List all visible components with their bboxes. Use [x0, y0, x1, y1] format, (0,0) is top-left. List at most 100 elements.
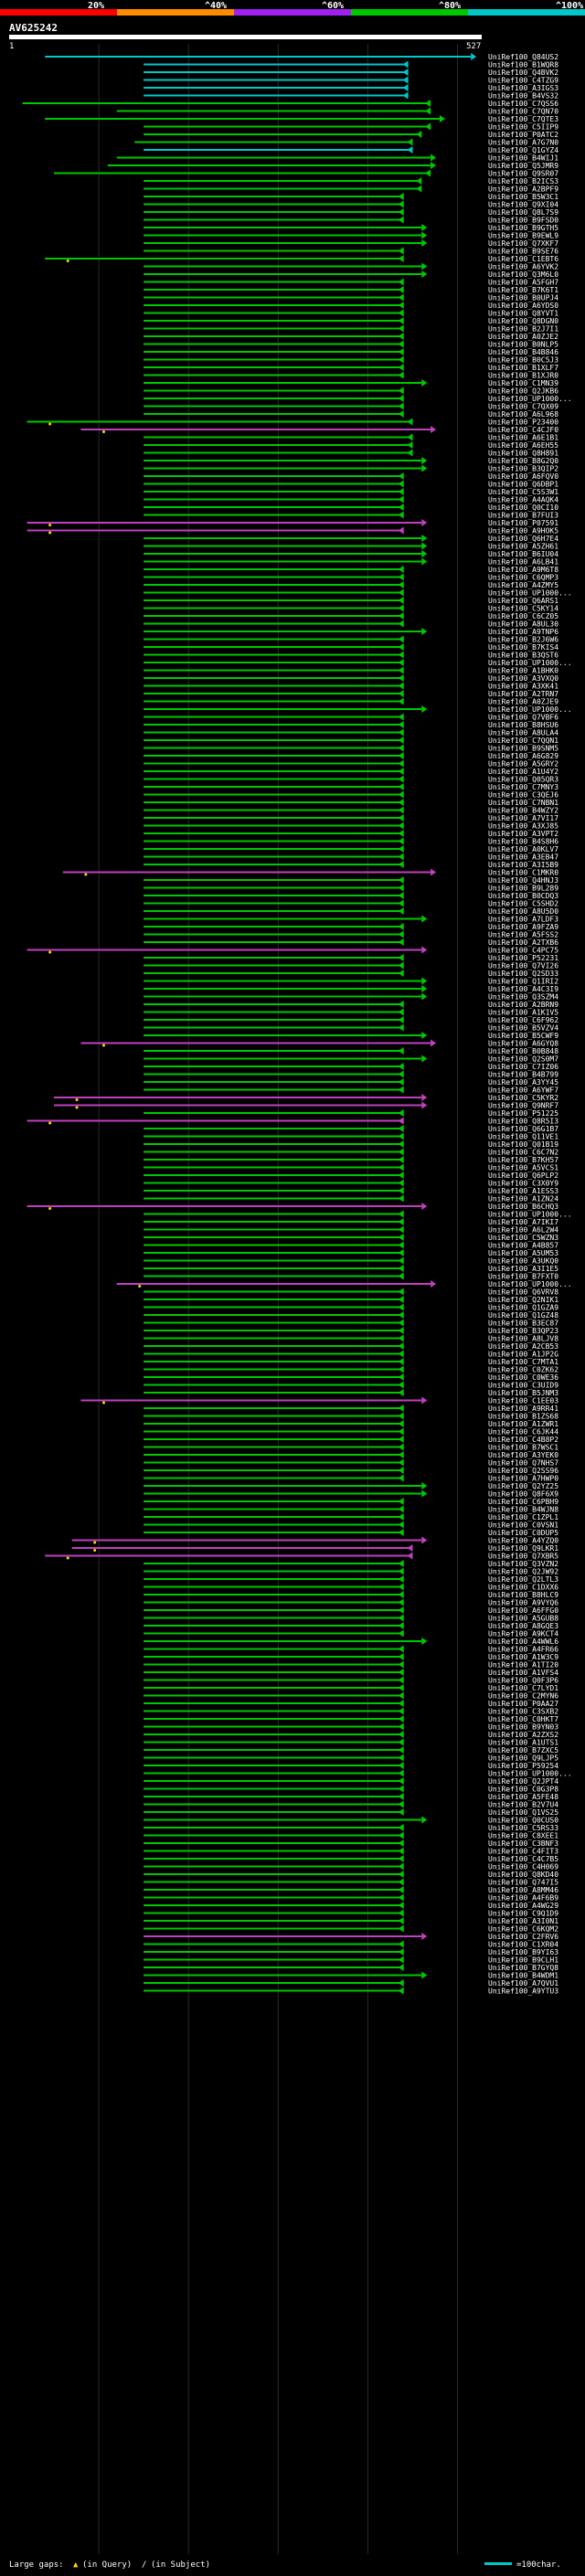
hit-label[interactable]: UniRef100_A3I0N1: [488, 1917, 558, 1925]
hit-label[interactable]: UniRef100_B7FUI3: [488, 512, 558, 520]
hit-label[interactable]: UniRef100_B4WZY2: [488, 807, 558, 815]
hit-label[interactable]: UniRef100_A9KCT4: [488, 1630, 558, 1638]
hit-label[interactable]: UniRef100_C7QX09: [488, 403, 558, 411]
hit-label[interactable]: UniRef100_A2BRN9: [488, 1001, 558, 1009]
hit-label[interactable]: UniRef100_Q0F3P6: [488, 1677, 558, 1685]
hit-label[interactable]: UniRef100_Q9NRF7: [488, 1102, 558, 1110]
hit-label[interactable]: UniRef100_A3YY45: [488, 1078, 558, 1087]
hit-label[interactable]: UniRef100_A7QVU1: [488, 1979, 558, 1988]
hit-label[interactable]: UniRef100_A9TNP6: [488, 628, 558, 636]
hit-label[interactable]: UniRef100_C6C7N2: [488, 1149, 558, 1157]
hit-label[interactable]: UniRef100_Q8H891: [488, 450, 558, 458]
hit-label[interactable]: UniRef100_C5WZN3: [488, 1234, 558, 1242]
hit-label[interactable]: UniRef100_Q3M6L0: [488, 270, 558, 279]
hit-label[interactable]: UniRef100_B0B848: [488, 1047, 558, 1055]
hit-label[interactable]: UniRef100_C4C7B5: [488, 1855, 558, 1863]
hit-label[interactable]: UniRef100_Q747I5: [488, 1879, 558, 1887]
hit-label[interactable]: UniRef100_B0C5J3: [488, 356, 558, 365]
hit-label[interactable]: UniRef100_Q9SR07: [488, 170, 558, 178]
hit-label[interactable]: UniRef100_C7QQN1: [488, 737, 558, 745]
hit-label[interactable]: UniRef100_B2J6W6: [488, 636, 558, 644]
hit-label[interactable]: UniRef100_A7HWP0: [488, 1475, 558, 1483]
hit-label[interactable]: UniRef100_C0VSN1: [488, 1521, 558, 1530]
hit-label[interactable]: UniRef100_Q1VS25: [488, 1808, 558, 1817]
hit-label[interactable]: UniRef100_C5IIP9: [488, 123, 558, 132]
hit-label[interactable]: UniRef100_A9M6T8: [488, 566, 558, 574]
hit-label[interactable]: UniRef100_UP1000...: [488, 705, 572, 714]
hit-label[interactable]: UniRef100_P23400: [488, 419, 558, 427]
hit-label[interactable]: UniRef100_C1EBT6: [488, 255, 558, 263]
hit-label[interactable]: UniRef100_A2TRN7: [488, 690, 558, 698]
hit-label[interactable]: UniRef100_C7QSS6: [488, 100, 558, 108]
hit-label[interactable]: UniRef100_Q05QR3: [488, 776, 558, 784]
hit-label[interactable]: UniRef100_A1ZWR1: [488, 1420, 558, 1428]
hit-label[interactable]: UniRef100_C2MYN6: [488, 1692, 558, 1701]
hit-label[interactable]: UniRef100_A9RR41: [488, 1405, 558, 1413]
hit-label[interactable]: UniRef100_B6CHQ3: [488, 1203, 558, 1211]
hit-label[interactable]: UniRef100_B2V7U4: [488, 1801, 558, 1809]
hit-label[interactable]: UniRef100_P52231: [488, 954, 558, 962]
hit-label[interactable]: UniRef100_Q2LTL3: [488, 1575, 558, 1584]
hit-label[interactable]: UniRef100_C3SXB2: [488, 1708, 558, 1716]
hit-label[interactable]: UniRef100_Q8YVT1: [488, 310, 558, 318]
hit-label[interactable]: UniRef100_B9GTH5: [488, 224, 558, 232]
hit-label[interactable]: UniRef100_C3UID9: [488, 1382, 558, 1390]
hit-label[interactable]: UniRef100_A1W3C9: [488, 1653, 558, 1661]
hit-label[interactable]: UniRef100_B9SE76: [488, 248, 558, 256]
hit-label[interactable]: UniRef100_B9YI63: [488, 1948, 558, 1956]
hit-label[interactable]: UniRef100_B9FSD0: [488, 217, 558, 225]
hit-label[interactable]: UniRef100_Q1GYZ4: [488, 146, 558, 154]
hit-label[interactable]: UniRef100_A3YEK0: [488, 1451, 558, 1459]
hit-label[interactable]: UniRef100_C6JK44: [488, 1428, 558, 1436]
hit-label[interactable]: UniRef100_Q1IRI2: [488, 978, 558, 986]
hit-label[interactable]: UniRef100_B7ZXC5: [488, 1746, 558, 1754]
hit-label[interactable]: UniRef100_Q1GZ48: [488, 1311, 558, 1320]
hit-label[interactable]: UniRef100_C9Q1D9: [488, 1910, 558, 1918]
hit-label[interactable]: UniRef100_A5VCS1: [488, 1164, 558, 1172]
hit-label[interactable]: UniRef100_Q2SS96: [488, 1467, 558, 1475]
hit-label[interactable]: UniRef100_A3EB47: [488, 853, 558, 862]
hit-label[interactable]: UniRef100_A2CB53: [488, 1342, 558, 1351]
hit-label[interactable]: UniRef100_A8MM46: [488, 1886, 558, 1894]
hit-label[interactable]: UniRef100_A4WWL6: [488, 1638, 558, 1646]
hit-label[interactable]: UniRef100_A6YVK2: [488, 263, 558, 271]
hit-label[interactable]: UniRef100_Q6VRV8: [488, 1288, 558, 1297]
hit-label[interactable]: UniRef100_C7LYD1: [488, 1684, 558, 1692]
hit-label[interactable]: UniRef100_Q8L7S9: [488, 208, 558, 217]
hit-label[interactable]: UniRef100_B1XLF7: [488, 364, 558, 372]
hit-label[interactable]: UniRef100_A4AQK4: [488, 496, 558, 504]
hit-label[interactable]: UniRef100_Q3VZN2: [488, 1560, 558, 1568]
hit-label[interactable]: UniRef100_Q5JMR9: [488, 162, 558, 170]
hit-label[interactable]: UniRef100_C4TZG9: [488, 77, 558, 85]
hit-label[interactable]: UniRef100_C1DXX6: [488, 1584, 558, 1592]
hit-label[interactable]: UniRef100_C7NBN1: [488, 799, 558, 807]
hit-label[interactable]: UniRef100_Q8F6X9: [488, 1490, 558, 1499]
hit-label[interactable]: UniRef100_A4ZMY5: [488, 581, 558, 589]
hit-label[interactable]: UniRef100_B9EWL9: [488, 232, 558, 240]
hit-label[interactable]: UniRef100_C1MKR0: [488, 869, 558, 877]
hit-label[interactable]: UniRef100_Q2S0M7: [488, 1055, 558, 1064]
hit-label[interactable]: UniRef100_Q4BVK2: [488, 69, 558, 77]
hit-label[interactable]: UniRef100_B3QIP2: [488, 465, 558, 473]
hit-label[interactable]: UniRef100_Q2JKB6: [488, 387, 558, 396]
hit-label[interactable]: UniRef100_B9SNM5: [488, 745, 558, 753]
hit-label[interactable]: UniRef100_B1ZS68: [488, 1413, 558, 1421]
hit-label[interactable]: UniRef100_A5ZH61: [488, 543, 558, 551]
hit-label[interactable]: UniRef100_A5FSS2: [488, 931, 558, 939]
hit-label[interactable]: UniRef100_Q2JW92: [488, 1568, 558, 1576]
hit-label[interactable]: UniRef100_A6GYQ8: [488, 1040, 558, 1048]
hit-label[interactable]: UniRef100_C8XEE1: [488, 1832, 558, 1840]
hit-label[interactable]: UniRef100_A9VYQ6: [488, 1599, 558, 1607]
hit-label[interactable]: UniRef100_A6FFG0: [488, 1606, 558, 1615]
hit-label[interactable]: UniRef100_A4F6B9: [488, 1894, 558, 1903]
hit-label[interactable]: UniRef100_A1ZN24: [488, 1195, 558, 1203]
hit-label[interactable]: UniRef100_C0HKT7: [488, 1715, 558, 1723]
hit-label[interactable]: UniRef100_B0CDQ3: [488, 892, 558, 900]
hit-label[interactable]: UniRef100_A5FE48: [488, 1793, 558, 1801]
hit-label[interactable]: UniRef100_C0WE36: [488, 1373, 558, 1382]
hit-label[interactable]: UniRef100_C1XR04: [488, 1941, 558, 1949]
hit-label[interactable]: UniRef100_UP1000...: [488, 1211, 572, 1219]
hit-label[interactable]: UniRef100_Q6ARS1: [488, 597, 558, 605]
hit-label[interactable]: UniRef100_A1BHK0: [488, 667, 558, 675]
hit-label[interactable]: UniRef100_C5RS33: [488, 1824, 558, 1832]
